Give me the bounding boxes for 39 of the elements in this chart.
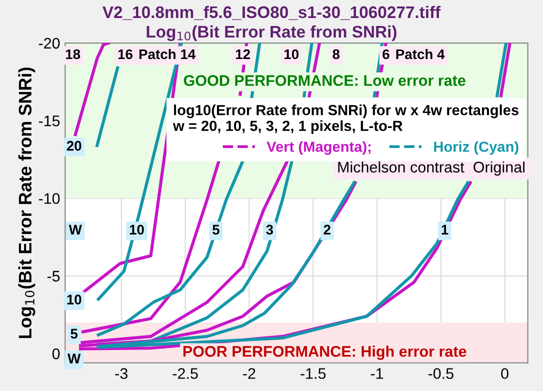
x-tick-label: -1.5 (300, 368, 326, 379)
annotation: 8 (332, 49, 340, 60)
annotation: 18 (66, 49, 80, 60)
legend-title: log10(Error Rate from SNRi) for w x 4w rectangles w = 20, 10, 5, 3, 2, 1 pixels, L-to-R (172, 104, 518, 134)
annotation: 10 (130, 224, 144, 235)
band-label: GOOD PERFORMANCE: Low error rate (184, 75, 466, 86)
chart-title: V2_10.8mm_f5.6_ISO80_s1-30_1060277.tiff (102, 6, 441, 20)
annotation: 6 (382, 49, 390, 60)
annotation: 5 (70, 328, 78, 339)
legend-label: Vert (Magenta); (266, 141, 371, 155)
annotation: 10 (67, 294, 82, 304)
x-tick-label: -0.5 (428, 368, 454, 379)
annotation: 5 (212, 224, 220, 235)
y-tick-label: -10 (38, 193, 60, 204)
annotation: Patch 14 (139, 48, 196, 60)
x-tick-label: -2.5 (172, 368, 198, 379)
annotation: W (68, 224, 82, 234)
annotation: 20 (66, 140, 82, 151)
annotation: 1 (442, 224, 448, 234)
annotation: Michelson contrast Original (338, 161, 524, 176)
x-tick-label: 0 (501, 368, 508, 379)
y-tick-label: 0 (52, 348, 60, 360)
annotation: W (68, 354, 81, 364)
band-label: POOR PERFORMANCE: High error rate (183, 346, 466, 360)
y-tick-label: -20 (38, 38, 60, 49)
legend-label: Horiz (Cyan) (434, 141, 518, 155)
annotation: 12 (236, 49, 250, 60)
y-tick-label: -15 (38, 116, 60, 126)
annotation: 2 (324, 224, 330, 234)
x-tick-label: -3 (115, 368, 128, 379)
y-axis-title: Log$_{10}$(Bit Error Rate from SNRi) (18, 68, 36, 338)
annotation: 3 (266, 224, 273, 235)
chart-subtitle: Log$_{10}$(Bit Error Rate from SNRi) (146, 25, 396, 42)
x-tick-label: -1 (370, 368, 384, 379)
annotation: 16 (118, 49, 132, 60)
y-tick-label: -5 (47, 270, 60, 282)
annotation: 10 (284, 49, 299, 60)
annotation: Patch 4 (396, 48, 445, 60)
x-tick-label: -2 (243, 368, 256, 379)
